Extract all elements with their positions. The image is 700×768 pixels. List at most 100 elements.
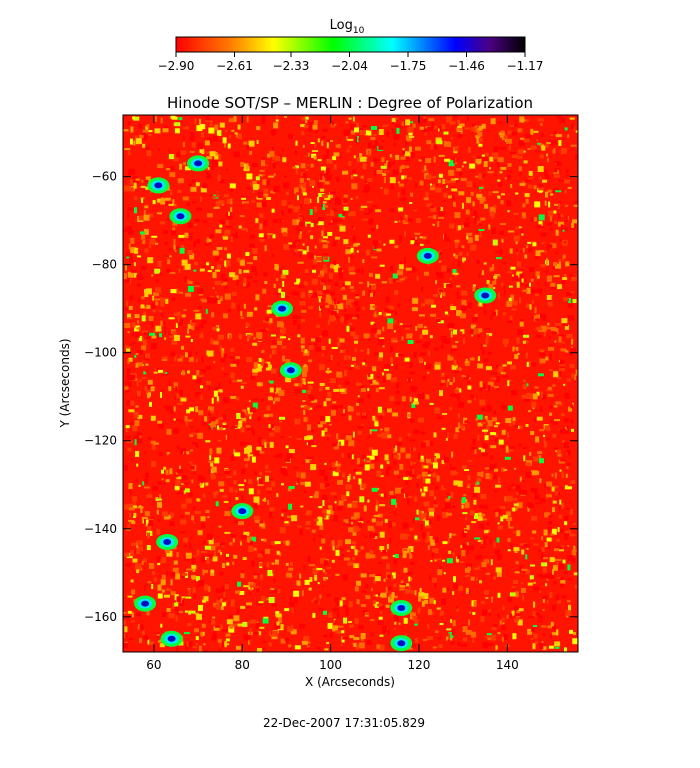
heatmap-cell bbox=[533, 625, 537, 627]
heatmap-cell bbox=[486, 334, 489, 339]
heatmap-cell bbox=[326, 158, 333, 164]
heatmap-cell bbox=[339, 225, 346, 232]
heatmap-cell bbox=[161, 612, 166, 617]
heatmap-cell bbox=[350, 175, 353, 179]
heatmap-cell bbox=[435, 183, 438, 186]
heatmap-cell bbox=[208, 585, 211, 592]
heatmap-cell bbox=[339, 558, 343, 561]
heatmap-cell bbox=[196, 238, 201, 244]
heatmap-cell bbox=[142, 330, 149, 334]
heatmap-cell bbox=[507, 520, 510, 527]
heatmap-cell bbox=[461, 290, 468, 296]
heatmap-cell bbox=[218, 481, 225, 487]
heatmap-cell bbox=[364, 359, 367, 364]
heatmap-cell bbox=[304, 155, 307, 158]
heatmap-cell bbox=[571, 428, 574, 432]
heatmap-cell bbox=[127, 317, 134, 320]
heatmap-cell bbox=[257, 416, 261, 422]
heatmap-cell bbox=[486, 333, 493, 337]
heatmap-cell bbox=[129, 168, 136, 175]
heatmap-cell bbox=[160, 194, 163, 199]
heatmap-cell bbox=[159, 333, 162, 338]
heatmap-cell bbox=[479, 196, 486, 202]
heatmap-cell bbox=[169, 409, 174, 415]
heatmap-cell bbox=[291, 515, 298, 522]
heatmap-cell bbox=[240, 311, 243, 317]
heatmap-cell bbox=[170, 571, 176, 577]
heatmap-cell bbox=[297, 195, 299, 201]
heatmap-cell bbox=[466, 197, 472, 204]
heatmap-cell bbox=[343, 617, 348, 624]
heatmap-cell bbox=[153, 115, 157, 122]
heatmap-cell bbox=[267, 233, 270, 239]
heatmap-cell bbox=[382, 124, 389, 127]
heatmap-cell bbox=[288, 204, 294, 209]
heatmap-cell bbox=[571, 338, 574, 345]
heatmap-cell bbox=[506, 516, 513, 521]
heatmap-cell bbox=[221, 586, 225, 592]
heatmap-cell bbox=[353, 545, 356, 550]
heatmap-cell bbox=[295, 187, 299, 193]
heatmap-cell bbox=[255, 271, 258, 276]
heatmap-cell bbox=[256, 140, 259, 144]
heatmap-cell bbox=[277, 624, 284, 631]
heatmap-cell bbox=[352, 235, 356, 242]
heatmap-cell bbox=[304, 198, 311, 205]
heatmap-cell bbox=[173, 406, 176, 412]
heatmap-cell bbox=[319, 383, 325, 386]
heatmap-cell bbox=[386, 373, 392, 380]
heatmap-cell bbox=[255, 365, 262, 372]
heatmap-cell bbox=[442, 512, 449, 518]
heatmap-cell bbox=[379, 546, 385, 550]
heatmap-cell bbox=[551, 473, 554, 477]
heatmap-cell bbox=[273, 283, 276, 288]
heatmap-cell bbox=[125, 633, 128, 638]
heatmap-cell bbox=[160, 424, 164, 427]
heatmap-cell bbox=[559, 371, 562, 377]
heatmap-cell bbox=[494, 425, 498, 428]
heatmap-cell bbox=[383, 188, 389, 195]
heatmap-cell bbox=[491, 214, 494, 220]
heatmap-cell bbox=[394, 319, 397, 324]
heatmap-cell bbox=[233, 115, 237, 122]
heatmap-cell bbox=[302, 461, 305, 463]
heatmap-cell bbox=[337, 337, 341, 340]
heatmap-cell bbox=[523, 455, 526, 462]
heatmap-cell bbox=[224, 468, 230, 471]
heatmap-cell bbox=[139, 435, 142, 439]
heatmap-cell bbox=[566, 463, 571, 466]
heatmap-cell bbox=[450, 533, 457, 536]
heatmap-cell bbox=[456, 168, 462, 172]
heatmap-cell bbox=[546, 327, 553, 330]
heatmap-cell bbox=[493, 474, 497, 480]
heatmap-cell bbox=[332, 471, 339, 477]
heatmap-cell bbox=[395, 124, 400, 128]
heatmap-cell bbox=[546, 600, 549, 604]
heatmap-cell bbox=[416, 387, 419, 390]
heatmap-cell bbox=[506, 138, 513, 144]
heatmap-cell bbox=[356, 599, 360, 605]
heatmap-cell bbox=[139, 271, 142, 278]
heatmap-cell bbox=[319, 482, 326, 489]
heatmap-cell bbox=[148, 130, 153, 133]
heatmap-cell bbox=[247, 636, 251, 640]
heatmap-cell bbox=[318, 193, 325, 197]
heatmap-cell bbox=[390, 265, 394, 272]
heatmap-cell bbox=[524, 284, 531, 287]
heatmap-cell bbox=[272, 630, 279, 637]
heatmap-cell bbox=[546, 222, 553, 226]
heatmap-cell bbox=[532, 176, 534, 179]
heatmap-cell bbox=[211, 466, 217, 473]
heatmap-cell bbox=[336, 612, 340, 618]
heatmap-cell bbox=[325, 434, 332, 437]
heatmap-cell bbox=[374, 422, 379, 427]
heatmap-cell bbox=[378, 522, 383, 527]
heatmap-cell bbox=[195, 282, 200, 285]
heatmap-cell bbox=[564, 485, 568, 490]
heatmap-cell bbox=[160, 301, 165, 307]
heatmap-cell bbox=[458, 251, 463, 256]
region-core bbox=[163, 538, 172, 545]
heatmap-cell bbox=[135, 451, 140, 457]
heatmap-cell bbox=[168, 381, 171, 387]
heatmap-cell bbox=[230, 363, 237, 367]
